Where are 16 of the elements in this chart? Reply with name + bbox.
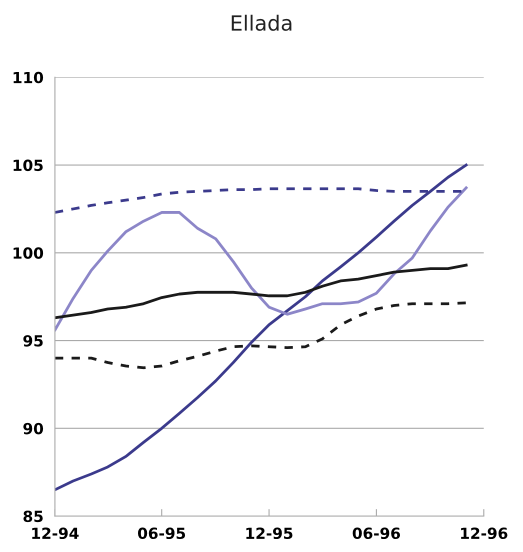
- line-series: [54, 186, 468, 332]
- y-tick-label: 95: [23, 335, 43, 347]
- y-tick-label: 105: [14, 160, 43, 172]
- y-tick-label: 90: [23, 422, 44, 434]
- line-series: [54, 264, 468, 320]
- y-tick-label: 100: [14, 247, 44, 259]
- line-series: [54, 301, 468, 370]
- x-tick-label: 06-95: [138, 528, 186, 540]
- x-tick-label: 12-94: [32, 528, 79, 540]
- y-tick-label: 110: [14, 72, 44, 84]
- x-tick-label: 12-95: [246, 528, 292, 540]
- line-series: [54, 164, 468, 492]
- chart-title: Ellada: [232, 14, 292, 31]
- x-tick-label: 12-96: [461, 528, 508, 540]
- x-tick-label: 06-96: [352, 528, 400, 540]
- y-tick-label: 85: [23, 510, 43, 522]
